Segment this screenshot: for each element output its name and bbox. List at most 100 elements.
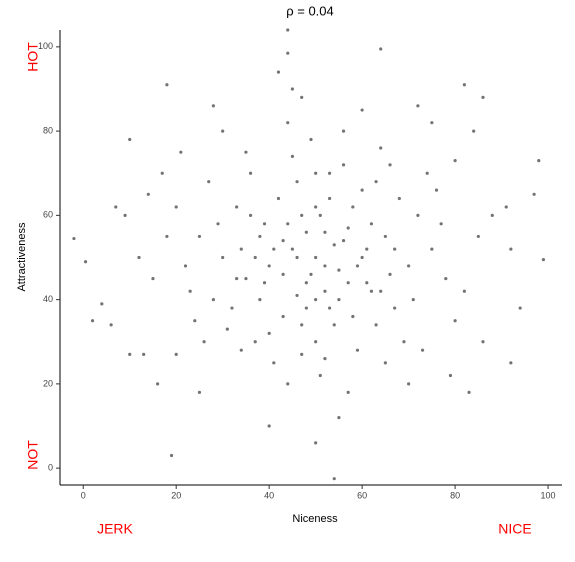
point: [327, 171, 332, 175]
point: [221, 255, 225, 260]
point: [123, 213, 127, 217]
point: [337, 415, 341, 420]
y-tick-label: 60: [43, 210, 53, 220]
point: [541, 258, 546, 262]
point: [300, 323, 304, 327]
point: [304, 230, 308, 234]
point: [323, 230, 327, 234]
point: [239, 247, 243, 251]
point: [183, 264, 188, 268]
point: [174, 205, 178, 209]
point: [90, 319, 95, 323]
point: [174, 352, 178, 356]
point: [248, 171, 253, 175]
y-tick-label: 0: [48, 463, 53, 473]
point: [235, 205, 239, 209]
point: [160, 171, 164, 175]
point: [346, 226, 350, 230]
point: [341, 239, 346, 243]
point: [286, 28, 290, 32]
point: [332, 243, 336, 247]
point: [379, 47, 383, 51]
y-tick-label: 80: [43, 125, 53, 135]
point: [295, 293, 299, 298]
point: [504, 205, 508, 209]
x-tick-label: 0: [81, 490, 86, 500]
point: [453, 159, 457, 163]
point: [235, 276, 239, 281]
point: [337, 298, 341, 302]
point: [83, 260, 88, 264]
point: [300, 352, 304, 356]
point: [439, 222, 443, 226]
point: [416, 213, 420, 217]
point: [346, 390, 350, 394]
point: [207, 180, 211, 184]
point: [100, 302, 104, 306]
x-tick-label: 60: [357, 490, 367, 500]
point: [262, 222, 267, 226]
point: [281, 272, 285, 276]
point: [142, 352, 146, 356]
x-tick-label: 20: [171, 490, 181, 500]
point: [197, 390, 202, 394]
point: [420, 348, 425, 352]
point: [188, 289, 192, 293]
point: [109, 323, 113, 327]
point: [146, 192, 150, 196]
point: [323, 264, 327, 268]
point: [323, 289, 327, 293]
point: [369, 289, 374, 293]
point: [518, 306, 522, 310]
point: [365, 281, 369, 285]
point: [137, 255, 141, 260]
point: [286, 51, 290, 55]
point: [248, 213, 253, 217]
point: [490, 213, 494, 217]
point: [272, 361, 276, 365]
point: [374, 323, 378, 327]
point: [332, 323, 336, 327]
point: [448, 373, 453, 378]
point: [430, 247, 434, 251]
point: [165, 83, 169, 87]
y-tick-label: 100: [38, 41, 53, 51]
point: [286, 121, 290, 125]
point: [411, 298, 415, 302]
point: [193, 319, 197, 323]
point: [290, 247, 295, 251]
point: [434, 188, 439, 192]
point: [369, 222, 374, 226]
point: [360, 108, 364, 112]
point: [355, 348, 360, 352]
point: [444, 276, 448, 281]
point: [314, 205, 318, 209]
point: [211, 104, 215, 108]
point: [383, 361, 387, 365]
point: [407, 264, 411, 268]
point: [258, 298, 262, 302]
point: [337, 268, 341, 272]
point: [360, 255, 364, 260]
point: [239, 348, 243, 352]
point: [393, 247, 397, 251]
point: [267, 424, 271, 428]
point: [300, 213, 304, 217]
point: [128, 137, 132, 142]
point: [225, 327, 229, 331]
x-tick-label: 100: [541, 490, 556, 500]
point: [314, 171, 318, 175]
point: [114, 205, 118, 209]
point: [290, 87, 295, 91]
point: [267, 264, 271, 268]
point: [453, 319, 457, 323]
point: [165, 234, 169, 239]
annotation: NOT: [25, 440, 41, 470]
point: [407, 382, 411, 386]
point: [425, 171, 429, 175]
point: [202, 340, 206, 344]
point: [151, 276, 155, 281]
point: [290, 154, 295, 158]
point: [351, 205, 355, 209]
point: [481, 340, 485, 344]
